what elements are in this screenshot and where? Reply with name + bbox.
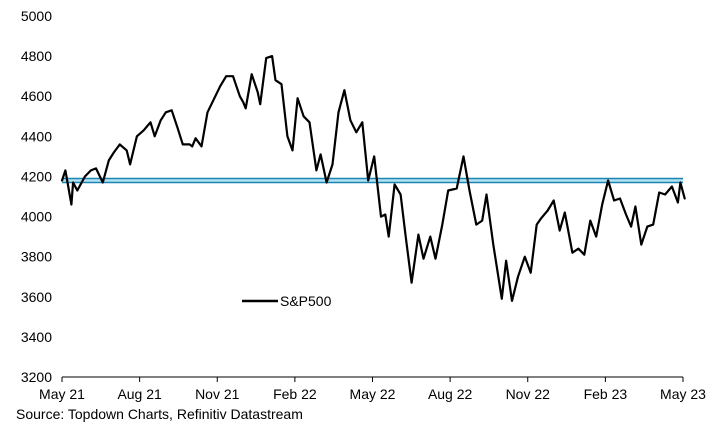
x-tick-label: Feb 22 — [273, 386, 317, 402]
y-tick-label: 3400 — [21, 329, 52, 345]
x-tick-label: May 23 — [660, 386, 706, 402]
x-tick-label: May 22 — [350, 386, 396, 402]
y-tick-label: 4200 — [21, 168, 52, 184]
y-axis-tick-labels: 3200 3400 3600 3800 4000 4200 4400 4600 4800 5000 — [21, 8, 52, 385]
y-tick-label: 4600 — [21, 88, 52, 104]
x-axis — [61, 376, 684, 382]
series-line-sp500 — [60, 54, 686, 302]
x-tick-label: Aug 22 — [428, 386, 473, 402]
legend-label-sp500: S&P500 — [280, 293, 332, 309]
y-tick-label: 4000 — [21, 209, 52, 225]
series-lines — [60, 54, 686, 302]
x-tick-label: Aug 21 — [117, 386, 162, 402]
y-tick-label: 3600 — [21, 289, 52, 305]
reference-band — [62, 177, 683, 184]
x-tick-label: May 21 — [39, 386, 85, 402]
y-tick-label: 3200 — [21, 369, 52, 385]
source-note: Source: Topdown Charts, Refinitiv Datast… — [16, 406, 303, 422]
x-axis-tick-labels: May 21 Aug 21 Nov 21 Feb 22 May 22 Aug 22 Nov … — [39, 386, 706, 402]
y-tick-label: 3800 — [21, 249, 52, 265]
reference-band-fill — [62, 178, 683, 183]
legend: S&P500 — [242, 293, 332, 309]
x-tick-label: Nov 22 — [506, 386, 551, 402]
x-tick-label: Feb 23 — [584, 386, 628, 402]
x-tick-label: Nov 21 — [195, 386, 240, 402]
y-tick-label: 5000 — [21, 8, 52, 24]
y-tick-label: 4400 — [21, 128, 52, 144]
y-tick-label: 4800 — [21, 48, 52, 64]
